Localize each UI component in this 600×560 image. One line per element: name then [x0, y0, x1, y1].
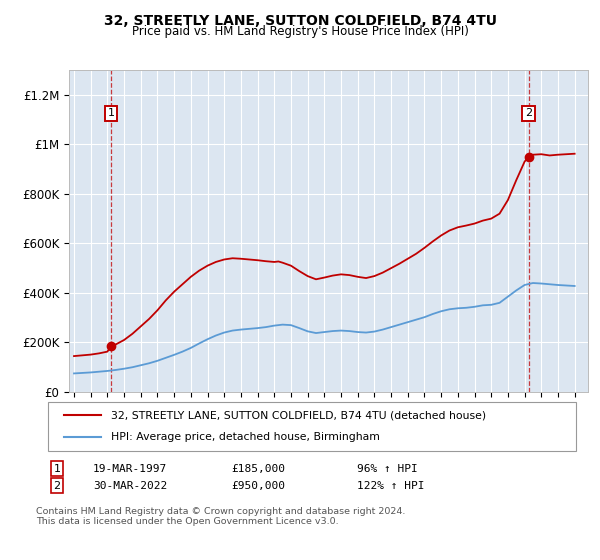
- Text: 19-MAR-1997: 19-MAR-1997: [93, 464, 167, 474]
- Text: 2: 2: [525, 109, 532, 119]
- Text: 2: 2: [53, 480, 61, 491]
- Text: £950,000: £950,000: [231, 480, 285, 491]
- Text: 1: 1: [53, 464, 61, 474]
- Text: 32, STREETLY LANE, SUTTON COLDFIELD, B74 4TU (detached house): 32, STREETLY LANE, SUTTON COLDFIELD, B74…: [112, 410, 487, 421]
- Text: HPI: Average price, detached house, Birmingham: HPI: Average price, detached house, Birm…: [112, 432, 380, 442]
- Text: 32, STREETLY LANE, SUTTON COLDFIELD, B74 4TU: 32, STREETLY LANE, SUTTON COLDFIELD, B74…: [104, 14, 497, 28]
- Text: Contains HM Land Registry data © Crown copyright and database right 2024.
This d: Contains HM Land Registry data © Crown c…: [36, 507, 406, 526]
- Text: Price paid vs. HM Land Registry's House Price Index (HPI): Price paid vs. HM Land Registry's House …: [131, 25, 469, 38]
- Text: 96% ↑ HPI: 96% ↑ HPI: [357, 464, 418, 474]
- Text: 1: 1: [107, 109, 115, 119]
- Text: £185,000: £185,000: [231, 464, 285, 474]
- Text: 122% ↑ HPI: 122% ↑ HPI: [357, 480, 425, 491]
- Text: 30-MAR-2022: 30-MAR-2022: [93, 480, 167, 491]
